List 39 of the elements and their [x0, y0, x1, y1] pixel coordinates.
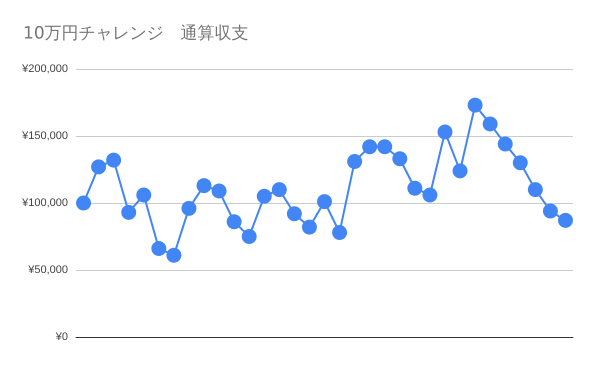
point [482, 116, 498, 132]
y-tick-label: ¥150,000 [21, 130, 68, 142]
point [302, 220, 317, 235]
point [121, 204, 136, 220]
point [438, 124, 452, 140]
point [528, 182, 543, 198]
point [317, 194, 332, 210]
point [512, 155, 528, 170]
point [76, 196, 92, 210]
y-tick-label: ¥200,000 [21, 63, 68, 75]
point [166, 248, 182, 263]
point [181, 200, 196, 216]
point [272, 182, 287, 198]
point [422, 187, 438, 202]
y-tick-label: ¥0 [54, 331, 68, 343]
point [286, 206, 302, 222]
point [196, 178, 212, 194]
point [498, 136, 513, 152]
point [212, 183, 227, 198]
point [106, 152, 122, 168]
y-tick-label: ¥50,000 [27, 264, 68, 276]
point [226, 214, 242, 230]
point [558, 212, 573, 228]
point [332, 224, 348, 240]
chart-title: 10万円チャレンジ 通算収支 [23, 24, 249, 44]
y-tick-label: ¥100,000 [21, 197, 68, 209]
point [452, 163, 468, 178]
point [256, 188, 272, 204]
point [468, 98, 483, 113]
point [151, 241, 166, 256]
point [392, 151, 408, 166]
point [542, 204, 558, 219]
point [362, 139, 378, 154]
point [136, 187, 152, 202]
point [347, 154, 362, 169]
point [91, 159, 106, 174]
point [377, 139, 392, 154]
point [407, 180, 422, 196]
point [242, 229, 257, 244]
